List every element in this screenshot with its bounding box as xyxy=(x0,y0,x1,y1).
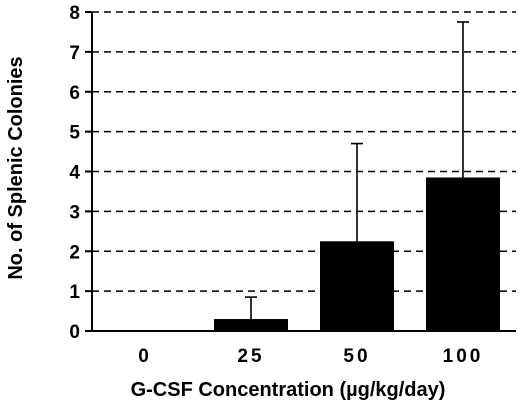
bars xyxy=(214,177,500,331)
x-tick-labels: 0 25 50 100 xyxy=(138,346,484,367)
y-tick-label-4: 4 xyxy=(69,163,80,184)
error-bars xyxy=(245,21,469,320)
x-tick-label-50: 50 xyxy=(343,346,370,367)
bar-100 xyxy=(426,177,500,331)
y-tick-label-6: 6 xyxy=(69,83,80,104)
y-axis-label: No. of Splenic Colonies xyxy=(5,56,27,279)
y-tick-label-1: 1 xyxy=(69,282,80,303)
y-tick-label-5: 5 xyxy=(69,123,80,144)
y-tick-label-0: 0 xyxy=(69,322,80,343)
y-tick-labels: 0 1 2 3 4 5 6 7 8 xyxy=(69,3,80,343)
y-tick-label-3: 3 xyxy=(69,202,80,223)
y-tick-label-2: 2 xyxy=(69,242,80,263)
bar-25 xyxy=(214,319,288,331)
y-tick-label-8: 8 xyxy=(69,3,80,24)
axes xyxy=(85,11,516,332)
y-tick-label-7: 7 xyxy=(69,43,80,64)
x-tick-label-100: 100 xyxy=(443,346,484,367)
x-tick-label-0: 0 xyxy=(138,346,152,367)
bar-50 xyxy=(320,241,394,331)
x-axis-label: G-CSF Concentration (µg/kg/day) xyxy=(131,379,446,401)
x-tick-label-25: 25 xyxy=(237,346,264,367)
